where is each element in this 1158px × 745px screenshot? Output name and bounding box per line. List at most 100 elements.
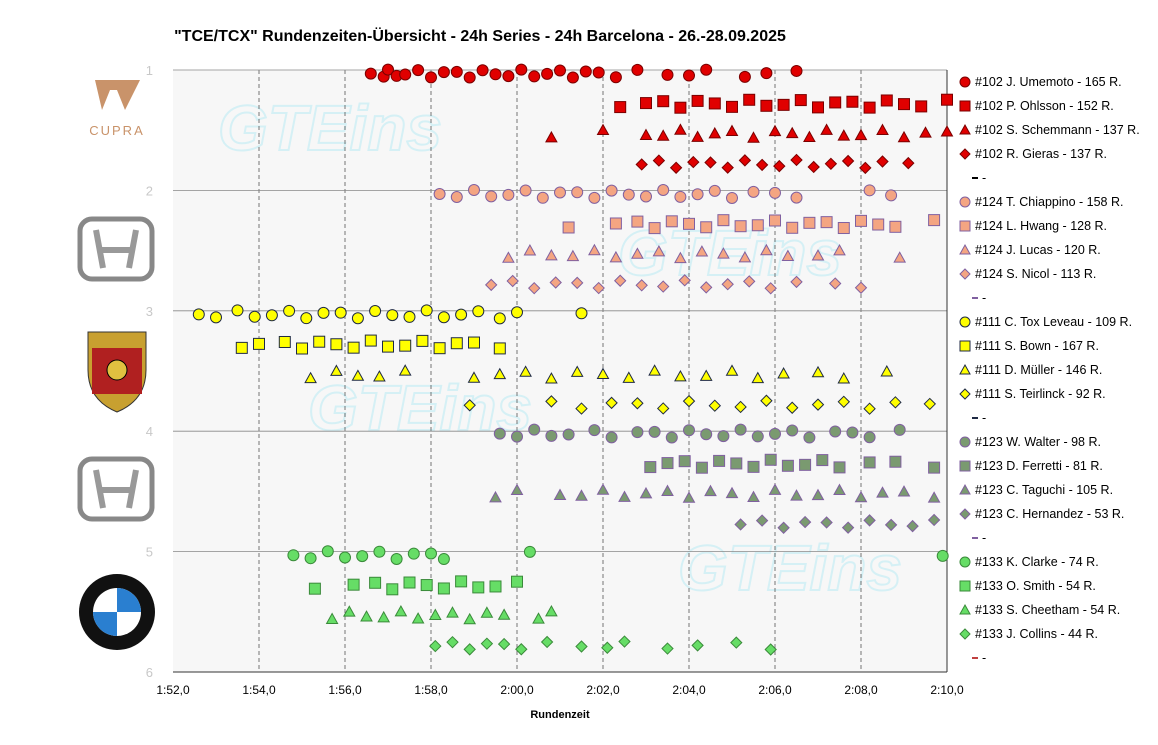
x-tick-label: 1:52,0: [156, 683, 190, 697]
data-point: [691, 94, 704, 107]
data-point: [484, 278, 498, 292]
data-point: [799, 458, 812, 471]
data-point: [700, 428, 713, 441]
data-point: [829, 425, 842, 438]
circle-marker-icon: [959, 196, 971, 208]
data-point: [833, 483, 846, 495]
data-point: [837, 372, 851, 384]
series-123-3: [734, 513, 941, 534]
data-point: [820, 123, 833, 135]
data-point: [369, 305, 382, 318]
data-point: [601, 641, 614, 654]
legend-item: #123 W. Walter - 98 R.: [958, 430, 1158, 454]
data-point: [648, 364, 661, 376]
data-point: [657, 184, 670, 197]
data-point: [325, 612, 339, 624]
honda-logo-frame: [77, 216, 155, 282]
watermark: GTEins: [218, 92, 442, 164]
x-tick-label: 2:04,0: [672, 683, 706, 697]
data-point: [489, 580, 502, 593]
data-point: [695, 461, 708, 474]
data-point: [769, 427, 781, 440]
legend-marker: [959, 123, 971, 135]
cupra-logo-shape: [95, 80, 140, 110]
data-point: [493, 342, 506, 355]
logo-cupra: CUPRA: [89, 80, 145, 138]
y-tick-label: 3: [146, 304, 153, 319]
legend-item: #111 D. Müller - 146 R.: [958, 358, 1158, 382]
data-point: [536, 191, 549, 204]
data-point: [837, 129, 851, 141]
data-point: [450, 190, 463, 203]
data-point: [489, 490, 502, 503]
legend-marker: [959, 508, 971, 520]
data-point: [437, 66, 450, 79]
data-point: [777, 367, 790, 379]
data-point: [493, 312, 506, 325]
data-point: [519, 365, 532, 377]
data-point: [734, 220, 747, 233]
data-point: [541, 67, 554, 80]
data-point: [829, 96, 842, 109]
data-point: [936, 549, 949, 562]
data-point: [665, 431, 678, 444]
data-point: [863, 184, 876, 197]
data-point: [859, 161, 872, 175]
data-point: [755, 514, 769, 527]
data-point: [373, 370, 386, 382]
data-point: [545, 130, 558, 143]
data-point: [592, 66, 605, 79]
legend-marker: [959, 220, 971, 232]
data-point: [725, 364, 739, 376]
data-point: [497, 637, 511, 651]
triangle-marker-icon: [959, 603, 971, 615]
data-point: [265, 309, 278, 322]
data-point: [635, 158, 648, 171]
data-point: [622, 188, 635, 201]
data-point: [747, 490, 760, 503]
data-point: [425, 71, 437, 84]
circle-marker-icon: [959, 436, 971, 448]
data-point: [721, 161, 734, 174]
data-point: [523, 244, 537, 256]
legend-marker: [959, 556, 971, 568]
data-point: [751, 430, 764, 443]
series-123-1: [644, 453, 941, 474]
cupra-logo-text: CUPRA: [89, 123, 145, 138]
legend-item: #102 J. Umemoto - 165 R.: [958, 70, 1158, 94]
legend-marker: [959, 460, 971, 472]
data-point: [463, 643, 476, 656]
data-point: [811, 488, 825, 501]
honda-logo-h: [93, 469, 139, 509]
series-102-3: [635, 153, 915, 175]
legend-label: #124 J. Lucas - 120 R.: [975, 243, 1101, 257]
data-point: [644, 461, 657, 474]
diamond-marker-icon: [959, 388, 971, 400]
legend-label: #102 S. Schemmann - 137 R.: [975, 123, 1140, 137]
data-point: [588, 191, 601, 204]
x-tick-label: 1:54,0: [242, 683, 276, 697]
data-point: [253, 337, 265, 350]
data-point: [717, 247, 730, 259]
data-point: [704, 156, 717, 169]
data-point: [889, 396, 902, 409]
data-point: [652, 154, 666, 167]
legend-marker: [959, 316, 971, 328]
data-point: [296, 342, 308, 355]
data-point: [781, 249, 795, 261]
data-point: [760, 99, 773, 112]
data-point: [515, 63, 528, 76]
data-point: [751, 371, 765, 384]
data-point: [511, 575, 523, 588]
data-point: [816, 454, 829, 467]
data-point: [342, 605, 356, 617]
data-point: [785, 401, 799, 414]
data-point: [863, 431, 876, 444]
data-point: [450, 65, 463, 78]
data-point: [545, 429, 558, 442]
data-point: [412, 64, 425, 77]
data-point: [928, 214, 941, 227]
data-point: [820, 216, 833, 229]
data-point: [506, 274, 519, 288]
series-102-2: [545, 123, 954, 143]
